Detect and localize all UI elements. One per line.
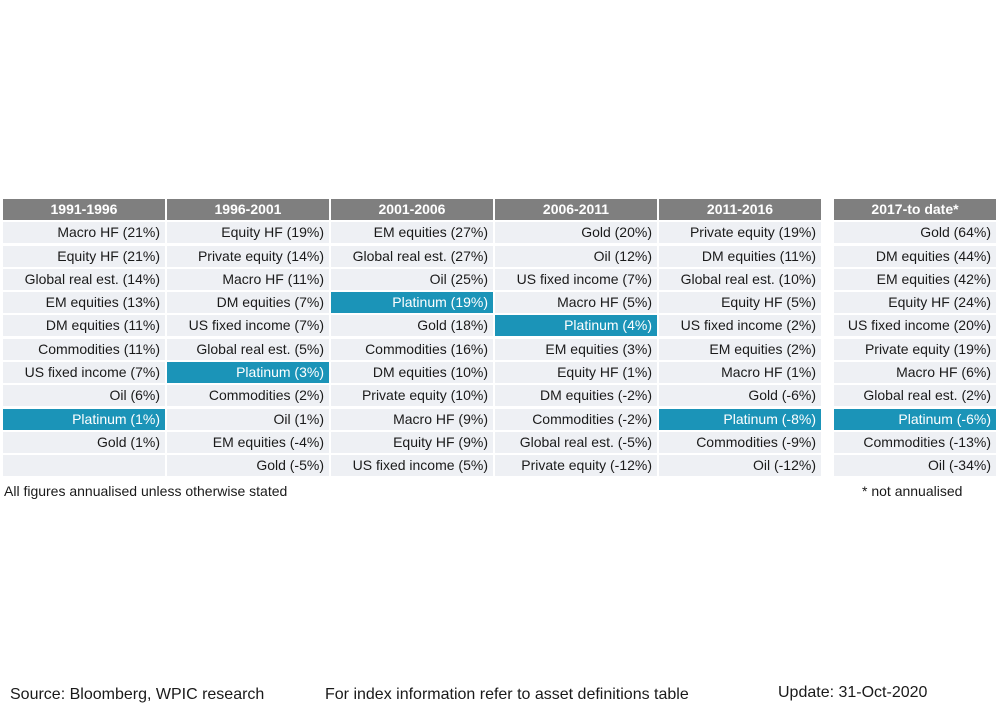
column-2: 2001-2006 EM equities (27%) Global real es… (331, 199, 493, 477)
table-cell: Gold (64%) (834, 222, 996, 244)
table-cell: EM equities (3%) (495, 338, 657, 360)
table-cell: Platinum (19%) (331, 292, 493, 314)
table-cell: Commodities (-13%) (834, 431, 996, 453)
footnote-annualised: All figures annualised unless otherwise … (4, 483, 288, 499)
table-cell: Macro HF (1%) (659, 362, 821, 384)
table-cell: Equity HF (21%) (3, 245, 165, 267)
column-header: 2011-2016 (659, 199, 821, 220)
table-cell: Gold (20%) (495, 222, 657, 244)
column-5: 2017-to date* Gold (64%) DM equities (44%)… (834, 199, 996, 477)
table-cell: US fixed income (2%) (659, 315, 821, 337)
table-cell: Platinum (3%) (167, 362, 329, 384)
table-cell: EM equities (13%) (3, 292, 165, 314)
table-cell: Global real est. (10%) (659, 268, 821, 290)
column-4: 2011-2016 Private equity (19%) DM equities… (659, 199, 821, 477)
table-cell: Macro HF (9%) (331, 408, 493, 430)
table-cell: EM equities (42%) (834, 268, 996, 290)
table-cell: EM equities (2%) (659, 338, 821, 360)
table-cell: Equity HF (24%) (834, 292, 996, 314)
table-cell: Oil (1%) (167, 408, 329, 430)
column-header: 1991-1996 (3, 199, 165, 220)
table-cell: Global real est. (27%) (331, 245, 493, 267)
table-cell: Macro HF (6%) (834, 362, 996, 384)
index-info-text: For index information refer to asset def… (325, 686, 689, 703)
source-text: Source: Bloomberg, WPIC research (10, 686, 265, 703)
table-cell: DM equities (-2%) (495, 385, 657, 407)
table-cell: US fixed income (7%) (495, 268, 657, 290)
table-cell: US fixed income (20%) (834, 315, 996, 337)
column-header: 2001-2006 (331, 199, 493, 220)
table-cell: Commodities (11%) (3, 338, 165, 360)
table-cell: Private equity (14%) (167, 245, 329, 267)
table-cell: Commodities (-2%) (495, 408, 657, 430)
table-cell: Commodities (16%) (331, 338, 493, 360)
table-cell: Oil (6%) (3, 385, 165, 407)
table-cell: US fixed income (5%) (331, 455, 493, 477)
table-cell: Gold (18%) (331, 315, 493, 337)
table-cell: US fixed income (7%) (3, 362, 165, 384)
column-header: 2006-2011 (495, 199, 657, 220)
table-cell: Global real est. (5%) (167, 338, 329, 360)
table-cell: EM equities (-4%) (167, 431, 329, 453)
table-cell: Private equity (19%) (659, 222, 821, 244)
table-cell: Gold (-5%) (167, 455, 329, 477)
table-cell: EM equities (27%) (331, 222, 493, 244)
table-cell: Gold (-6%) (659, 385, 821, 407)
table-cell: Platinum (4%) (495, 315, 657, 337)
table-cell: Equity HF (5%) (659, 292, 821, 314)
column-0: 1991-1996 Macro HF (21%) Equity HF (21%) Gl… (3, 199, 165, 477)
table-cell: Equity HF (1%) (495, 362, 657, 384)
table-cell: Private equity (10%) (331, 385, 493, 407)
table-cell: Private equity (19%) (834, 338, 996, 360)
footnote-not-annualised: * not annualised (862, 483, 963, 499)
table-cell: Oil (-34%) (834, 455, 996, 477)
table-cell: Oil (12%) (495, 245, 657, 267)
table-cell: DM equities (11%) (659, 245, 821, 267)
column-header: 2017-to date* (834, 199, 996, 220)
table-cell: Platinum (-6%) (834, 408, 996, 430)
table-cell-empty (3, 455, 165, 477)
table-cell: DM equities (10%) (331, 362, 493, 384)
table-cell: DM equities (11%) (3, 315, 165, 337)
table-cell: Commodities (2%) (167, 385, 329, 407)
table-cell: US fixed income (7%) (167, 315, 329, 337)
table-cell: Global real est. (-5%) (495, 431, 657, 453)
table-cell: Commodities (-9%) (659, 431, 821, 453)
column-3: 2006-2011 Gold (20%) Oil (12%) US fixed inc… (495, 199, 657, 477)
table-cell: Equity HF (9%) (331, 431, 493, 453)
column-1: 1996-2001 Equity HF (19%) Private equity (… (167, 199, 329, 477)
table-cell: Global real est. (14%) (3, 268, 165, 290)
table-cell: Platinum (-8%) (659, 408, 821, 430)
table-cell: DM equities (44%) (834, 245, 996, 267)
table-cell: Oil (25%) (331, 268, 493, 290)
table-cell: Gold (1%) (3, 431, 165, 453)
column-header: 1996-2001 (167, 199, 329, 220)
table-cell: Macro HF (11%) (167, 268, 329, 290)
table-cell: Equity HF (19%) (167, 222, 329, 244)
table-cell: Platinum (1%) (3, 408, 165, 430)
table-cell: Macro HF (21%) (3, 222, 165, 244)
update-date: Update: 31-Oct-2020 (778, 684, 928, 701)
table-cell: Private equity (-12%) (495, 455, 657, 477)
table-cell: DM equities (7%) (167, 292, 329, 314)
table-cell: Global real est. (2%) (834, 385, 996, 407)
table-cell: Macro HF (5%) (495, 292, 657, 314)
table-cell: Oil (-12%) (659, 455, 821, 477)
